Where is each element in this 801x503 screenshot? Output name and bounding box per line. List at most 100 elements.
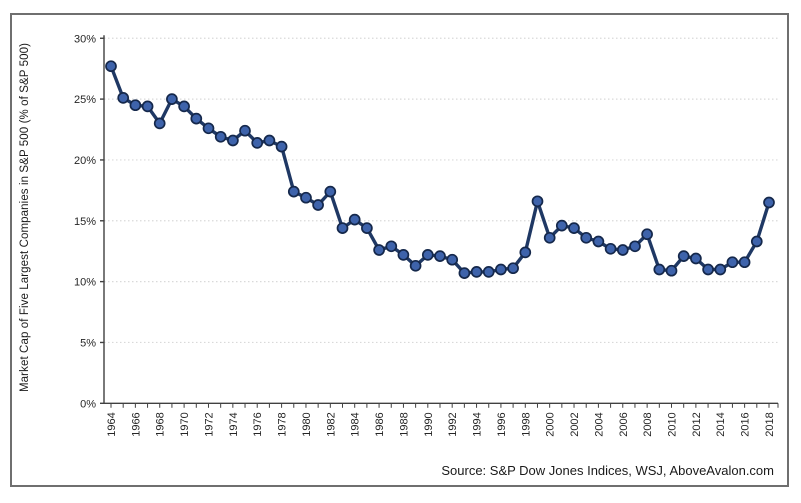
data-point (300, 191, 312, 204)
y-axis-ticks: 0% 5% 10% 15% 20% 25% 30% (74, 33, 104, 410)
x-tick-label: 1982 (325, 412, 337, 436)
data-line (109, 64, 771, 275)
data-point (543, 231, 556, 244)
x-tick-label: 1992 (447, 412, 459, 436)
data-point (616, 244, 629, 256)
data-point (275, 140, 288, 153)
data-point (568, 222, 580, 234)
gridlines (104, 37, 778, 344)
data-point (580, 231, 593, 244)
data-point (555, 219, 568, 232)
data-point (105, 60, 117, 73)
x-axis-ticks: 1964 1966 1968 1970 1972 1974 1976 1978 1980 1982… (106, 403, 779, 437)
data-point (531, 195, 544, 208)
axes (103, 35, 778, 404)
data-point (190, 112, 203, 125)
x-tick-label: 1984 (350, 412, 362, 436)
data-point (714, 263, 727, 276)
data-point (653, 263, 666, 276)
x-tick-label: 1980 (301, 412, 313, 436)
x-tick-label: 2002 (569, 412, 581, 436)
data-point (519, 246, 532, 259)
data-point (726, 256, 739, 269)
chart-container: Market Cap of Five Largest Companies in … (10, 13, 789, 487)
data-point (287, 185, 300, 198)
data-point (641, 228, 653, 241)
y-tick-label: 30% (74, 33, 96, 45)
data-point (117, 92, 130, 104)
x-tick-label: 1970 (179, 412, 191, 436)
data-point (592, 235, 605, 248)
data-point (409, 259, 422, 272)
data-point (604, 242, 617, 255)
data-point (665, 264, 678, 277)
x-tick-label: 2008 (642, 412, 654, 436)
data-point (470, 266, 483, 278)
data-point (629, 240, 641, 253)
x-tick-label: 1972 (203, 412, 215, 436)
data-points (105, 60, 775, 279)
data-point (336, 222, 349, 234)
y-tick-label: 25% (74, 94, 96, 106)
data-point (434, 250, 446, 262)
y-tick-label: 10% (74, 277, 96, 289)
data-point (129, 99, 142, 112)
x-tick-label: 2010 (667, 412, 679, 436)
data-point (202, 122, 215, 135)
x-tick-label: 1974 (228, 412, 240, 436)
x-tick-label: 1986 (374, 412, 386, 436)
x-tick-label: 1996 (496, 412, 508, 436)
data-point (750, 235, 763, 248)
data-point (324, 185, 337, 198)
data-point (507, 262, 519, 275)
source-text: Source: S&P Dow Jones Indices, WSJ, Abov… (441, 463, 774, 478)
x-tick-label: 1968 (155, 412, 167, 436)
data-point (178, 100, 190, 113)
x-tick-label: 1964 (106, 412, 118, 436)
x-tick-label: 2004 (593, 412, 605, 436)
data-point (214, 130, 227, 143)
data-point (397, 249, 410, 261)
data-point (677, 250, 690, 262)
x-tick-label: 1990 (423, 412, 435, 436)
data-point (227, 134, 239, 147)
data-point (141, 100, 154, 113)
x-tick-label: 1998 (520, 412, 532, 436)
y-tick-label: 5% (80, 337, 96, 349)
x-tick-label: 1994 (472, 412, 484, 436)
x-tick-label: 2000 (545, 412, 557, 436)
data-point (421, 249, 434, 261)
x-tick-label: 2014 (715, 412, 727, 436)
data-point (385, 240, 398, 253)
x-tick-label: 1976 (252, 412, 264, 436)
data-point (239, 124, 251, 137)
data-point (458, 267, 471, 279)
x-tick-label: 2012 (691, 412, 703, 436)
data-point (348, 213, 361, 226)
data-point (312, 199, 324, 211)
data-point (166, 93, 178, 105)
data-point (361, 222, 373, 234)
data-point (690, 252, 702, 265)
line-chart: 0%5%10%15%20%25%30%1964 1966 1968 1970 1972 1… (74, 33, 779, 437)
data-point (373, 244, 385, 256)
data-point (702, 263, 714, 276)
data-point (763, 196, 775, 209)
data-point (153, 117, 166, 130)
data-point (738, 256, 751, 269)
x-tick-label: 2018 (764, 412, 776, 436)
y-tick-label: 0% (80, 398, 96, 410)
x-tick-label: 1988 (398, 412, 410, 436)
data-point (263, 134, 276, 147)
y-tick-label: 20% (74, 155, 96, 167)
y-tick-label: 15% (74, 216, 96, 228)
data-point (446, 253, 459, 266)
data-point (482, 266, 495, 278)
x-tick-label: 2006 (618, 412, 630, 436)
data-point (495, 263, 507, 276)
data-point (251, 137, 264, 149)
x-tick-label: 1966 (130, 412, 142, 436)
x-tick-label: 1978 (277, 412, 289, 436)
x-tick-label: 2016 (740, 412, 752, 436)
